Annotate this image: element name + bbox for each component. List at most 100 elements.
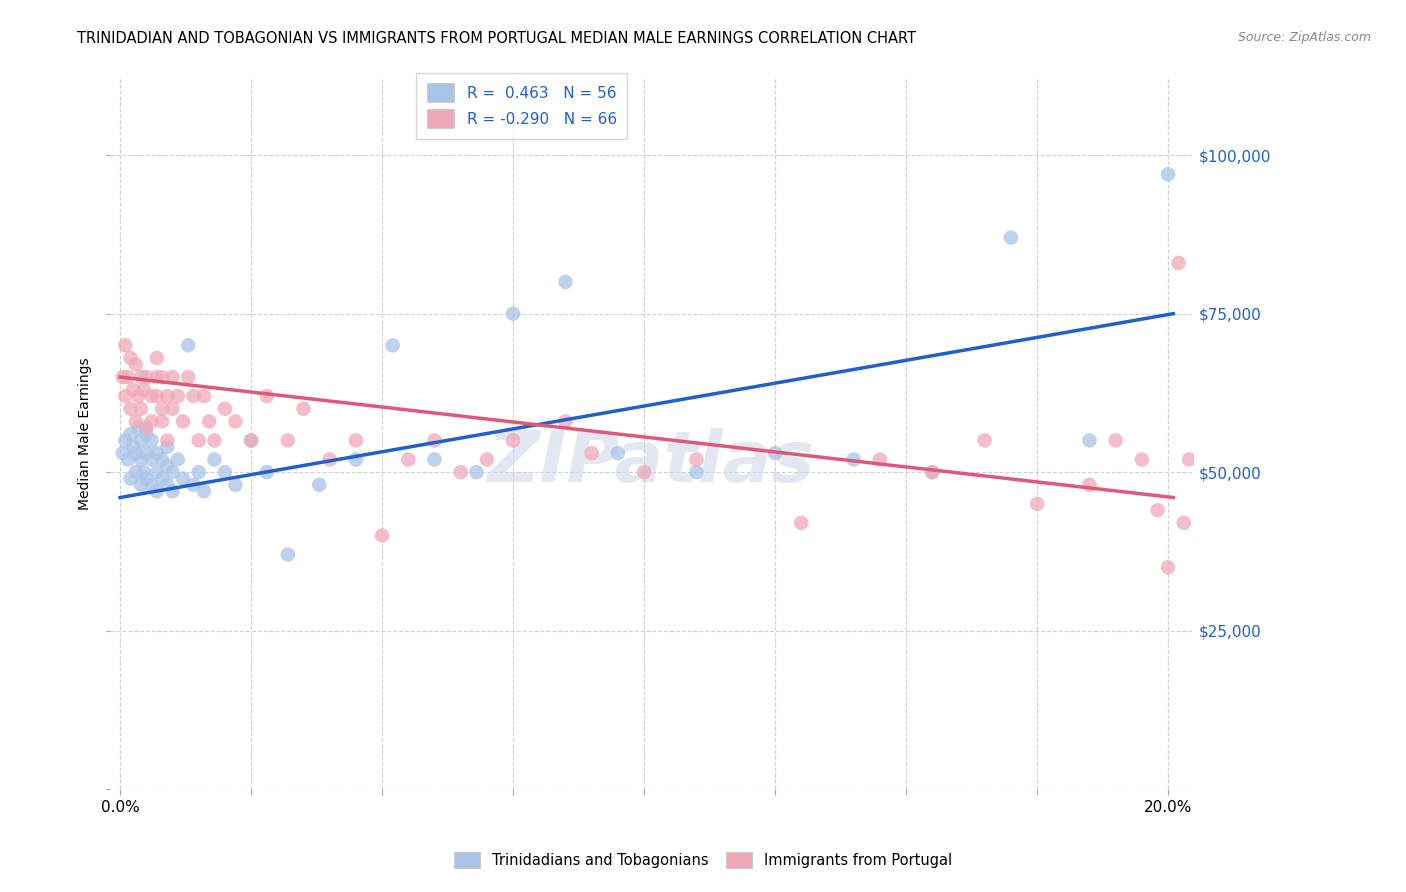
Point [129,434,152,448]
Point [125,465,148,479]
Point [554,275,576,289]
Point [396,452,419,467]
Point [125,357,148,371]
Point [150,370,173,384]
Point [921,465,943,479]
Point [256,465,278,479]
Point [187,465,209,479]
Point [763,446,786,460]
Point [114,338,136,352]
Point [240,434,263,448]
Point [371,528,394,542]
Point [162,401,184,416]
Point [973,434,995,448]
Point [156,440,179,454]
Point [120,427,142,442]
Point [150,414,173,428]
Point [344,434,367,448]
Point [146,389,169,403]
Point [1000,230,1022,244]
Point [162,370,184,384]
Point [1078,434,1101,448]
Point [135,370,157,384]
Point [141,478,163,492]
Point [869,452,891,467]
Point [150,401,173,416]
Text: ZIPatlas: ZIPatlas [488,428,815,497]
Point [156,389,179,403]
Point [135,446,157,460]
Point [921,465,943,479]
Point [1178,452,1201,467]
Point [162,484,184,499]
Point [423,434,446,448]
Point [183,389,205,403]
Point [125,446,148,460]
Point [114,434,136,448]
Point [132,465,155,479]
Point [502,307,524,321]
Point [156,458,179,473]
Point [187,434,209,448]
Point [117,370,139,384]
Point [465,465,488,479]
Point [1167,256,1189,270]
Point [224,478,246,492]
Point [193,484,215,499]
Point [122,440,145,454]
Point [111,370,134,384]
Point [554,414,576,428]
Point [150,452,173,467]
Point [204,434,226,448]
Point [1130,452,1153,467]
Point [166,389,188,403]
Point [633,465,655,479]
Point [172,471,194,485]
Point [166,452,188,467]
Point [1146,503,1168,517]
Point [135,421,157,435]
Point [277,434,299,448]
Point [685,465,707,479]
Point [381,338,404,352]
Point [125,414,148,428]
Text: Source: ZipAtlas.com: Source: ZipAtlas.com [1237,31,1371,45]
Point [1157,560,1180,574]
Point [1104,434,1126,448]
Point [204,452,226,467]
Point [790,516,813,530]
Point [198,414,221,428]
Point [146,465,169,479]
Point [146,370,169,384]
Point [224,414,246,428]
Point [214,401,236,416]
Point [183,478,205,492]
Point [214,465,236,479]
Point [256,389,278,403]
Point [240,434,263,448]
Text: TRINIDADIAN AND TOBAGONIAN VS IMMIGRANTS FROM PORTUGAL MEDIAN MALE EARNINGS CORR: TRINIDADIAN AND TOBAGONIAN VS IMMIGRANTS… [77,31,917,46]
Point [146,484,169,499]
Point [127,389,149,403]
Point [150,471,173,485]
Point [1157,167,1180,181]
Point [129,370,152,384]
Point [141,389,163,403]
Point [193,389,215,403]
Point [423,452,446,467]
Point [177,338,200,352]
Point [1173,516,1195,530]
Point [141,434,163,448]
Point [156,478,179,492]
Point [132,383,155,397]
Point [162,465,184,479]
Legend: Trinidadians and Tobagonians, Immigrants from Portugal: Trinidadians and Tobagonians, Immigrants… [449,847,957,874]
Point [141,414,163,428]
Point [277,548,299,562]
Point [146,446,169,460]
Point [111,446,134,460]
Point [292,401,315,416]
Point [308,478,330,492]
Point [135,471,157,485]
Point [120,351,142,365]
